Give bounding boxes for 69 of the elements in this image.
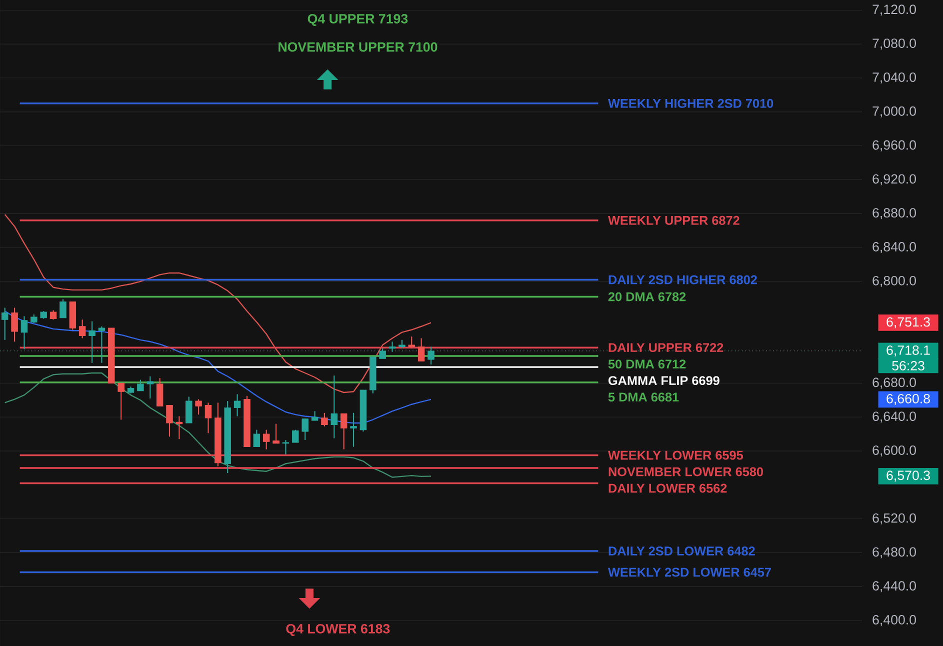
candlestick xyxy=(186,396,192,424)
text: 6,751.3 xyxy=(886,317,930,328)
candlestick xyxy=(1,307,8,340)
text: 6,660.8 xyxy=(886,394,930,405)
ref-line-label: 50 DMA 6712 xyxy=(608,360,686,369)
candlestick xyxy=(50,310,57,320)
candlestick xyxy=(428,346,434,366)
annotation: Q4 LOWER 6183 xyxy=(286,624,390,636)
y-tick-label: 6,840.0 xyxy=(872,242,916,254)
y-tick-label: 6,440.0 xyxy=(872,581,916,592)
ref-line-label: WEEKLY LOWER 6595 xyxy=(608,450,743,460)
candlestick xyxy=(350,412,357,448)
candlestick xyxy=(234,394,241,417)
ref-line-label: NOVEMBER LOWER 6580 xyxy=(608,467,763,476)
candlestick xyxy=(330,375,338,439)
candlestick xyxy=(379,348,386,360)
candlestick xyxy=(340,413,348,450)
candlestick xyxy=(272,423,280,444)
candlestick xyxy=(253,429,260,448)
y-tick-label: 7,040.0 xyxy=(872,72,916,84)
ref-line-label: WEEKLY 2SD LOWER 6457 xyxy=(608,568,771,577)
text: 6,570.3 xyxy=(886,470,930,482)
ref-line-label: GAMMA FLIP 6699 xyxy=(608,376,720,386)
y-tick-label: 6,520.0 xyxy=(872,513,916,524)
ref-line-label: WEEKLY HIGHER 2SD 7010 xyxy=(608,98,774,108)
candlestick xyxy=(292,429,299,444)
candlestick xyxy=(321,412,328,427)
annotation: Q4 UPPER 7193 xyxy=(308,14,408,26)
text: 6,718.1 xyxy=(886,345,930,356)
ref-line-label: DAILY 2SD HIGHER 6802 xyxy=(608,275,757,284)
candlestick xyxy=(195,398,202,416)
candlestick xyxy=(78,319,86,339)
y-tick-label: 6,680.0 xyxy=(872,378,916,389)
ref-line-label: 20 DMA 6782 xyxy=(608,292,686,302)
candlestick xyxy=(60,298,66,318)
y-tick-label: 6,920.0 xyxy=(872,174,916,186)
y-tick-label: 6,480.0 xyxy=(872,547,916,558)
candlestick xyxy=(282,439,290,455)
candlestick xyxy=(408,336,415,349)
ref-line-label: DAILY LOWER 6562 xyxy=(608,484,727,493)
y-tick-label: 6,960.0 xyxy=(872,140,916,152)
candlestick xyxy=(98,326,106,364)
ref-line-label: DAILY 2SD LOWER 6482 xyxy=(608,546,755,556)
candlestick xyxy=(204,402,212,434)
candlestick xyxy=(156,378,164,407)
ref-line-label: WEEKLY UPPER 6872 xyxy=(608,216,740,225)
ref-line-label: 5 DMA 6681 xyxy=(608,392,679,402)
candlestick xyxy=(302,418,308,441)
candlestick xyxy=(118,382,124,420)
candlestick xyxy=(88,320,96,364)
candlestick xyxy=(20,316,28,350)
y-tick-label: 7,120.0 xyxy=(872,4,916,16)
candlestick xyxy=(418,338,425,362)
y-tick-label: 6,400.0 xyxy=(872,615,916,626)
annotation: NOVEMBER UPPER 7100 xyxy=(278,42,438,52)
candlestick xyxy=(137,379,144,392)
candlestick xyxy=(262,429,270,450)
candlestick xyxy=(146,376,154,399)
y-tick-label: 6,600.0 xyxy=(872,445,916,457)
text: 56:23 xyxy=(892,361,924,370)
ref-line-label: DAILY UPPER 6722 xyxy=(608,343,724,352)
y-tick-label: 6,640.0 xyxy=(872,412,916,423)
y-tick-label: 7,000.0 xyxy=(872,106,916,118)
candlestick xyxy=(311,410,318,422)
y-tick-label: 6,880.0 xyxy=(872,208,916,220)
y-tick-label: 6,800.0 xyxy=(872,276,916,287)
candlestick xyxy=(11,307,18,342)
y-tick-label: 7,080.0 xyxy=(872,38,916,50)
candlestick xyxy=(166,404,173,438)
